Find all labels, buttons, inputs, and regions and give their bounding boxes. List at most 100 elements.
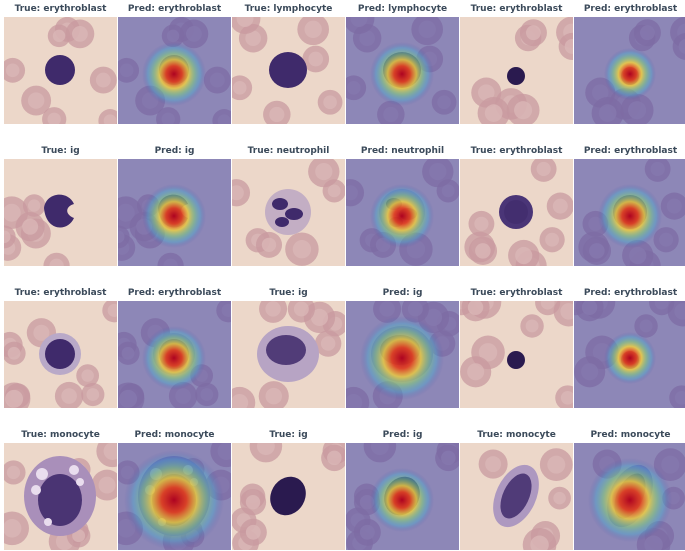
panel-title: True: monocyte [21,430,100,440]
panel-svg [4,159,117,266]
heatmap-overlay-image [346,17,459,124]
panel-svg [574,301,685,408]
red-blood-cells [478,448,573,550]
heatmap-overlay-image [118,301,231,408]
heatmap-hotspot [142,184,206,248]
panel-svg [232,17,345,124]
heatmap-hotspot [370,42,434,106]
panel-title: Pred: erythroblast [583,4,678,14]
cell-body [493,464,539,528]
cell-body [45,55,75,85]
panel-svg [346,17,459,124]
heatmap-hotspot [360,316,444,400]
cell-body [257,326,319,382]
panel-svg [118,159,231,266]
heatmap-overlay-image [346,443,459,550]
blood-cell-image [460,17,573,124]
panel-title: Pred: erythroblast [127,4,222,14]
panel-svg [118,443,231,550]
panel-title: Pred: neutrophil [360,146,445,156]
heatmap-overlay-image [346,159,459,266]
blood-cell-image [4,301,117,408]
panel-svg [232,443,345,550]
red-blood-cells [232,17,343,124]
blood-cell-image [460,443,573,550]
heatmap-overlay-image [574,17,685,124]
heatmap-hotspot [370,468,434,532]
blood-cell-image [4,159,117,266]
red-blood-cells [232,443,345,550]
red-blood-cells [4,301,117,408]
panel-title: True: ig [269,430,308,440]
blood-cell-image [460,301,573,408]
panel-title: True: erythroblast [14,288,107,298]
cell-body [44,194,74,228]
panel-svg [346,159,459,266]
heatmap-overlay-image [118,443,231,550]
blood-cell-image [232,159,345,266]
heatmap-overlay-image [346,301,459,408]
panel-svg [460,301,573,408]
blood-cell-image [232,17,345,124]
heatmap-hotspot [598,184,662,248]
panel-svg [4,301,117,408]
red-blood-cells [4,194,70,266]
panel-title: Pred: monocyte [590,430,671,440]
panel-svg [460,159,573,266]
panel-svg [460,17,573,124]
panel-title: Pred: erythroblast [583,146,678,156]
cell-body [507,67,525,85]
red-blood-cells [464,159,573,266]
panel-title: Pred: ig [382,430,423,440]
cell-body [39,333,81,375]
panel-svg [232,159,345,266]
panel-svg [346,301,459,408]
panel-title: Pred: monocyte [134,430,215,440]
panel-title: Pred: ig [154,146,195,156]
red-blood-cells [232,159,345,266]
panel-title: True: ig [41,146,80,156]
panel-svg [574,17,685,124]
heatmap-overlay-image [574,159,685,266]
panel-svg [574,443,685,550]
heatmap-overlay-image [574,301,685,408]
panel-title: True: ig [269,288,308,298]
heatmap-hotspot [142,326,206,390]
cell-body [265,189,311,235]
panel-title: Pred: erythroblast [127,288,222,298]
heatmap-overlay-image [118,159,231,266]
panel-title: True: neutrophil [247,146,330,156]
blood-cell-image [4,443,117,550]
heatmap-hotspot [604,48,656,100]
cell-body [269,52,307,88]
panel-title: Pred: erythroblast [583,288,678,298]
cell-body [24,456,96,536]
blood-cell-image [4,17,117,124]
cell-body [507,351,525,369]
cell-body [499,195,533,229]
panel-title: Pred: lymphocyte [357,4,448,14]
red-blood-cells [471,17,573,124]
heatmap-hotspot [142,42,206,106]
panel-svg [4,443,117,550]
heatmap-hotspot [124,450,224,550]
heatmap-overlay-image [574,443,685,550]
red-blood-cells [460,301,573,408]
red-blood-cells [232,301,345,408]
blood-cell-image [232,443,345,550]
heatmap-overlay-image [118,17,231,124]
cell-body [270,476,306,516]
panel-title: True: monocyte [477,430,556,440]
blood-cell-image [232,301,345,408]
panel-svg [4,17,117,124]
panel-title: True: erythroblast [470,288,563,298]
panel-svg [232,301,345,408]
panel-svg [118,301,231,408]
panel-svg [460,443,573,550]
red-blood-cells [4,17,117,124]
heatmap-hotspot [370,184,434,248]
heatmap-hotspot [588,458,672,542]
panel-title: True: erythroblast [14,4,107,14]
panel-svg [346,443,459,550]
